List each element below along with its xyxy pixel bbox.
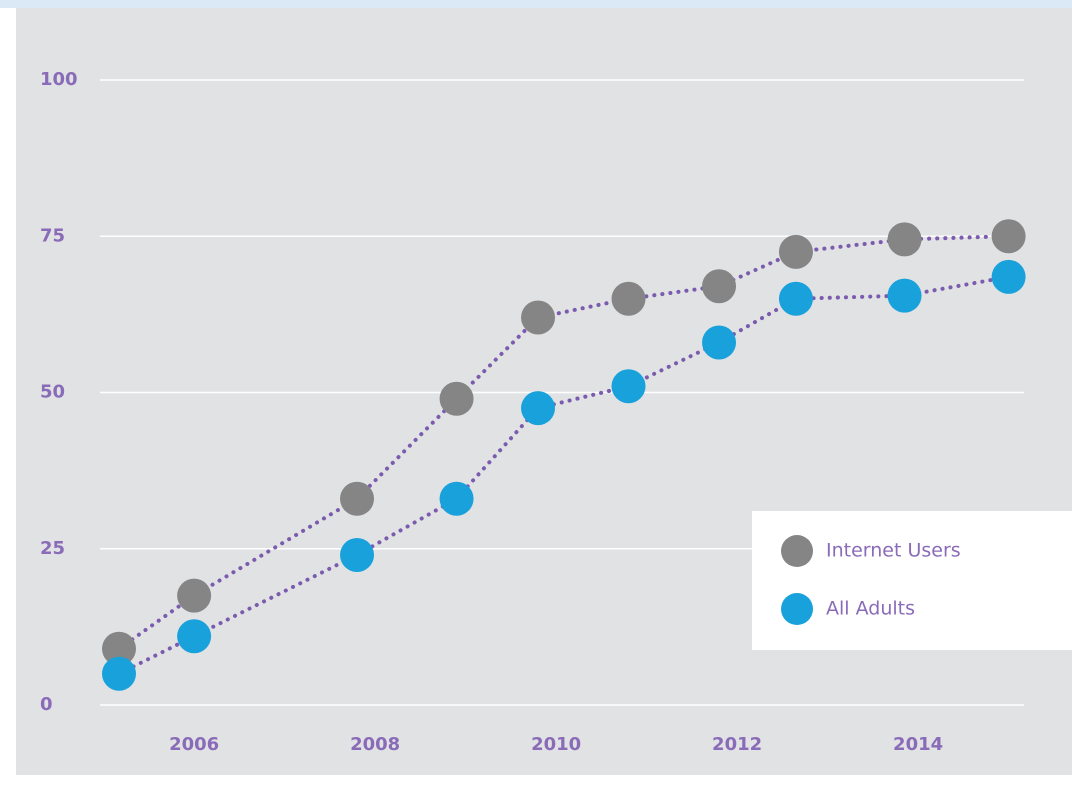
- point: [521, 300, 556, 335]
- y-tick-label: 75: [40, 225, 65, 246]
- point: [439, 381, 474, 416]
- point: [611, 369, 646, 404]
- point: [778, 281, 813, 316]
- legend-label: All Adults: [826, 598, 915, 620]
- legend-label: Internet Users: [826, 540, 961, 562]
- point: [887, 278, 922, 313]
- point: [521, 391, 556, 426]
- point: [702, 325, 737, 360]
- point: [177, 578, 212, 613]
- point: [177, 619, 212, 654]
- top-strip: [0, 0, 1072, 8]
- x-tick-label: 2010: [531, 734, 581, 755]
- point: [340, 538, 375, 572]
- point: [102, 656, 137, 691]
- x-tick-label: 2014: [893, 734, 943, 755]
- x-tick-label: 2012: [712, 734, 762, 755]
- point: [887, 222, 922, 257]
- point: [991, 259, 1026, 294]
- series-line: [117, 234, 1011, 651]
- y-tick-label: 0: [40, 694, 53, 715]
- panel: [16, 8, 1072, 775]
- y-tick-label: 25: [40, 538, 65, 559]
- point: [611, 281, 646, 316]
- point: [340, 481, 375, 516]
- legend-swatch: [781, 535, 813, 567]
- x-tick-label: 2006: [169, 734, 219, 755]
- legend-box: [752, 511, 1072, 650]
- x-tick-label: 2008: [350, 734, 400, 755]
- point: [702, 269, 737, 304]
- point: [439, 481, 474, 516]
- point: [991, 219, 1026, 254]
- point: [102, 631, 137, 666]
- point: [778, 234, 813, 269]
- y-tick-label: 100: [40, 69, 78, 90]
- y-tick-label: 50: [40, 382, 65, 403]
- legend-swatch: [781, 593, 813, 625]
